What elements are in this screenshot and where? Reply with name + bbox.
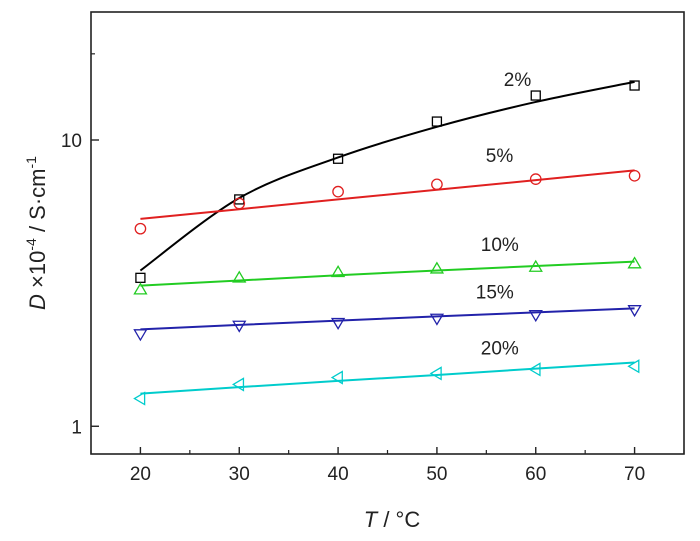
y-axis-unit: / S·cm [25,169,50,239]
y-tick-label: 1 [71,417,82,438]
y-axis-unit-exponent: -1 [23,156,39,169]
x-tick-label: 30 [229,464,250,485]
data-point [330,265,346,278]
data-point [431,178,443,191]
data-point [429,261,445,274]
data-point [628,169,641,182]
data-point [332,153,344,164]
data-point [231,377,245,392]
data-point [627,256,642,269]
data-point [330,317,346,330]
fit-line [139,80,635,272]
x-tick-label: 60 [525,464,546,485]
data-point [133,329,148,342]
data-point [232,320,247,333]
fit-line [140,361,635,395]
x-tick-label: 40 [328,464,349,485]
fit-line [140,260,635,287]
series-label: 5% [486,146,514,167]
x-axis-title: T / °C [364,507,421,532]
data-point [234,194,245,205]
data-point [135,272,146,283]
data-point [627,305,642,318]
data-point [529,173,542,185]
data-point [431,116,443,127]
data-point [528,310,543,323]
data-point [133,391,146,406]
data-point [134,222,147,235]
series-label: 10% [481,235,519,256]
series-label: 15% [476,282,514,303]
x-axis-variable: T [364,507,379,532]
series-label: 20% [481,339,519,360]
data-point [233,197,246,210]
y-axis-title: D ×10-4 / S·cm-1 [23,156,50,310]
data-point [133,282,148,295]
data-point [330,370,343,385]
data-point [627,359,640,374]
data-point [530,90,541,101]
x-tick-label: 20 [130,464,151,485]
fit-line [140,169,635,220]
plot-frame [90,11,685,455]
data-point [629,80,640,91]
data-point [429,366,442,381]
y-axis-multiplier: ×10 [25,251,50,294]
x-tick-label: 50 [426,464,447,485]
data-point [332,185,344,198]
fit-lines [139,80,635,395]
data-point [232,270,247,283]
data-markers [133,80,642,406]
data-point [528,259,543,272]
fit-line [140,307,635,331]
series-label: 2% [504,70,532,91]
data-point [528,362,541,377]
x-tick-label: 70 [624,464,645,485]
y-axis-multiplier-exponent: -4 [23,238,39,251]
axis-ticks: 20 30 40 50 60 70 1 10 [61,53,685,485]
data-point [429,313,445,326]
y-axis-variable: D [25,294,50,310]
y-tick-label: 10 [61,131,82,152]
x-axis-unit: / °C [377,507,420,532]
series-labels: 2% 5% 10% 15% 20% [476,70,532,360]
